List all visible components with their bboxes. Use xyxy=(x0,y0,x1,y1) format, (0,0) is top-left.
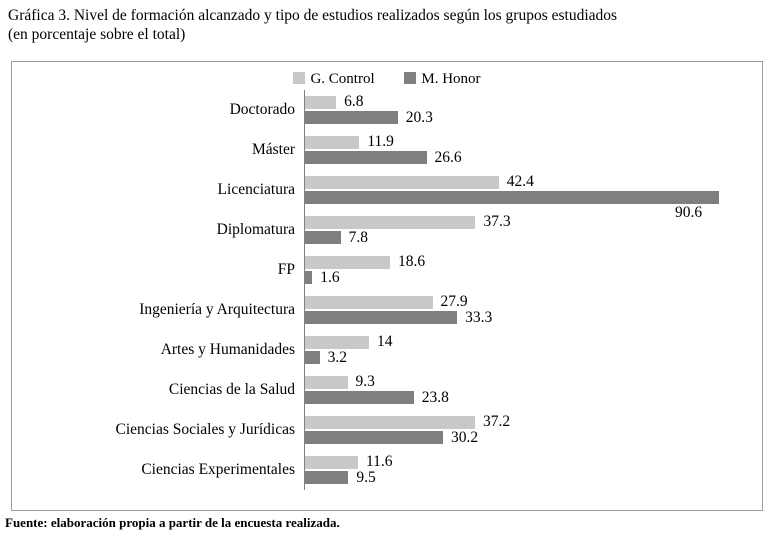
category-label: Ciencias Experimentales xyxy=(141,461,295,478)
bar-g-control xyxy=(305,456,358,469)
category-label: Ciencias de la Salud xyxy=(168,381,295,398)
category-label: Licenciatura xyxy=(217,181,295,198)
chart-row: FP 18.6 1.6 xyxy=(12,250,762,290)
bar-group: 27.9 33.3 xyxy=(304,290,762,330)
bar-value-label: 33.3 xyxy=(465,309,493,326)
legend-item-honor: M. Honor xyxy=(404,70,481,88)
bar-m-honor xyxy=(305,111,398,124)
bar-m-honor xyxy=(305,231,341,244)
bar-m-honor xyxy=(305,191,720,204)
category-label: Diplomatura xyxy=(216,221,295,238)
chart-title: Gráfica 3. Nivel de formación alcanzado … xyxy=(8,7,618,24)
bar-value-label: 9.5 xyxy=(356,469,376,486)
chart-row: Ciencias Sociales y Jurídicas 37.2 30.2 xyxy=(12,410,762,450)
bar-g-control xyxy=(305,176,499,189)
bar-group: 14 3.2 xyxy=(304,330,762,370)
bar-g-control xyxy=(305,256,390,269)
bar-m-honor xyxy=(305,151,427,164)
bar-value-label: 30.2 xyxy=(451,429,479,446)
chart-frame: G. Control M. Honor Doctorado 6.8 20.3 Mást… xyxy=(11,61,763,511)
bar-g-control xyxy=(305,336,369,349)
bar-value-label: 1.6 xyxy=(320,269,340,286)
legend-swatch-honor-icon xyxy=(404,72,417,84)
bar-group: 9.3 23.8 xyxy=(304,370,762,410)
chart-row: Diplomatura 37.3 7.8 xyxy=(12,210,762,250)
chart-row: Artes y Humanidades 14 3.2 xyxy=(12,330,762,370)
category-label: FP xyxy=(277,261,295,278)
category-label: Artes y Humanidades xyxy=(160,341,295,358)
bar-g-control xyxy=(305,416,475,429)
bar-value-label: 37.3 xyxy=(483,213,511,230)
bar-group: 6.8 20.3 xyxy=(304,90,762,130)
chart-plot-area: Doctorado 6.8 20.3 Máster 11.9 26.6 Licenciatu… xyxy=(12,90,762,490)
chart-subtitle: (en porcentaje sobre el total) xyxy=(8,25,186,43)
category-label: Ingeniería y Arquitectura xyxy=(139,301,295,318)
bar-g-control xyxy=(305,296,433,309)
bar-value-label: 37.2 xyxy=(483,413,511,430)
bar-g-control xyxy=(305,136,360,149)
bar-value-label: 9.3 xyxy=(355,373,375,390)
legend-item-control: G. Control xyxy=(293,70,375,88)
chart-row: Máster 11.9 26.6 xyxy=(12,130,762,170)
legend-label-control: G. Control xyxy=(310,71,375,87)
bar-value-label: 3.2 xyxy=(327,349,347,366)
chart-row: Ciencias Experimentales 11.6 9.5 xyxy=(12,450,762,490)
bar-value-label: 14 xyxy=(376,333,393,350)
legend-label-honor: M. Honor xyxy=(421,71,481,87)
category-label: Doctorado xyxy=(229,101,295,118)
chart-row: Ciencias de la Salud 9.3 23.8 xyxy=(12,370,762,410)
category-label: Ciencias Sociales y Jurídicas xyxy=(115,421,296,438)
bar-group: 11.6 9.5 xyxy=(304,450,762,490)
chart-row: Doctorado 6.8 20.3 xyxy=(12,90,762,130)
bar-value-label: 7.8 xyxy=(348,229,369,246)
bar-m-honor xyxy=(305,271,313,284)
bar-m-honor xyxy=(305,471,349,484)
bar-g-control xyxy=(305,216,476,229)
bar-m-honor xyxy=(305,351,320,364)
bar-g-control xyxy=(305,96,337,109)
bar-value-label: 42.4 xyxy=(506,173,534,190)
bar-value-label: 6.8 xyxy=(344,93,364,110)
bar-m-honor xyxy=(305,391,414,404)
bar-value-label: 26.6 xyxy=(434,149,462,166)
chart-row: Ingeniería y Arquitectura 27.9 33.3 xyxy=(12,290,762,330)
bar-value-label: 11.9 xyxy=(367,133,394,150)
bar-value-label: 18.6 xyxy=(398,253,426,270)
bar-value-label: 23.8 xyxy=(421,389,449,406)
chart-title-block: Gráfica 3. Nivel de formación alcanzado … xyxy=(0,0,783,45)
chart-legend: G. Control M. Honor xyxy=(12,70,762,88)
bar-m-honor xyxy=(305,431,443,444)
bar-group: 11.9 26.6 xyxy=(304,130,762,170)
bar-group: 18.6 1.6 xyxy=(304,250,762,290)
source-note: Fuente: elaboración propia a partir de l… xyxy=(5,515,340,530)
bar-value-label: 27.9 xyxy=(440,293,468,310)
bar-group: 42.4 90.6 xyxy=(304,170,762,220)
bar-value-label: 90.6 xyxy=(675,204,703,221)
bar-group: 37.3 7.8 xyxy=(304,210,762,250)
legend-swatch-control-icon xyxy=(293,72,306,84)
bar-value-label: 11.6 xyxy=(366,453,393,470)
bar-group: 37.2 30.2 xyxy=(304,410,762,450)
bar-g-control xyxy=(305,376,348,389)
chart-row: Licenciatura 42.4 90.6 xyxy=(12,170,762,220)
bar-m-honor xyxy=(305,311,458,324)
category-label: Máster xyxy=(251,141,295,158)
bar-value-label: 20.3 xyxy=(405,109,433,126)
